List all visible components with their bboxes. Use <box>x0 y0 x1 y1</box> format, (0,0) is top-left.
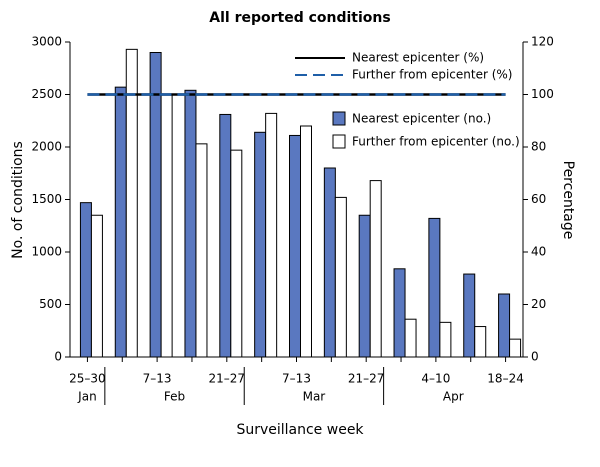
y2-tick-label: 60 <box>531 192 546 206</box>
month-label: Mar <box>303 390 326 404</box>
bar <box>498 293 511 358</box>
bar <box>125 48 138 358</box>
x-tick-label: 21–27 <box>348 372 385 386</box>
x-tick-label: 7–13 <box>143 372 172 386</box>
y-tick-label: 2000 <box>31 140 62 154</box>
bar <box>195 143 208 358</box>
bar <box>358 214 371 358</box>
bar <box>463 273 476 358</box>
y2-axis-title: Percentage <box>560 161 576 240</box>
legend-label: Further from epicenter (%) <box>352 68 513 82</box>
legend-swatch <box>332 134 346 149</box>
bar <box>289 134 301 358</box>
bar <box>509 338 522 358</box>
month-label: Jan <box>77 390 97 404</box>
y-tick-label: 2500 <box>31 87 62 101</box>
x-tick-label: 7–13 <box>282 372 311 386</box>
bar <box>79 202 92 358</box>
x-tick-label: 18–24 <box>487 372 524 386</box>
month-label: Apr <box>443 390 464 404</box>
bar <box>149 52 162 358</box>
bar <box>393 268 406 358</box>
bar <box>323 167 336 358</box>
legend-label: Further from epicenter (no.) <box>352 135 520 149</box>
bar <box>300 125 312 358</box>
y-tick-label: 0 <box>54 350 62 364</box>
legend-label: Nearest epicenter (%) <box>352 51 484 65</box>
bar <box>439 321 452 358</box>
y2-tick-label: 100 <box>531 87 554 101</box>
bar <box>404 318 417 358</box>
y-tick-label: 1000 <box>31 245 62 259</box>
bar <box>474 326 487 358</box>
bar <box>160 94 173 358</box>
y-tick-label: 1500 <box>31 192 62 206</box>
bar <box>114 86 127 358</box>
x-axis-title: Surveillance week <box>236 422 364 438</box>
y2-tick-label: 40 <box>531 245 546 259</box>
y-axis-title: No. of conditions <box>10 141 26 259</box>
y2-tick-label: 120 <box>531 35 554 49</box>
y-tick-label: 500 <box>39 297 62 311</box>
y2-tick-label: 20 <box>531 297 546 311</box>
bar <box>219 113 232 358</box>
y-tick-label: 3000 <box>31 35 62 49</box>
legend-swatch <box>332 111 346 126</box>
bar <box>369 180 382 358</box>
x-tick-label: 4–10 <box>421 372 450 386</box>
x-tick-label: 25–30 <box>69 372 106 386</box>
bar <box>90 214 103 358</box>
month-label: Feb <box>164 390 185 404</box>
bar <box>334 196 347 358</box>
chart-title: All reported conditions <box>209 10 390 26</box>
legend-label: Nearest epicenter (no.) <box>352 112 491 126</box>
bar <box>230 149 243 358</box>
y2-tick-label: 80 <box>531 140 546 154</box>
bar <box>184 89 197 358</box>
x-tick-label: 21–27 <box>209 372 246 386</box>
bar <box>428 217 441 358</box>
bar <box>254 131 267 358</box>
bar <box>265 112 278 358</box>
y2-tick-label: 0 <box>531 350 539 364</box>
